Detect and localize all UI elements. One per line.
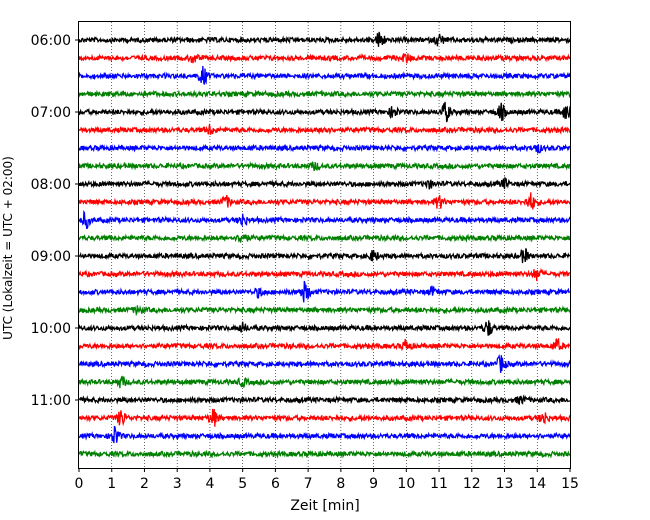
x-tick-label: 12 xyxy=(463,476,481,492)
trace-0915 xyxy=(78,267,571,282)
trace-1000 xyxy=(78,320,571,336)
seismic-traces xyxy=(78,31,571,459)
trace-1015 xyxy=(78,337,571,352)
trace-1030 xyxy=(78,353,571,374)
x-tick-label: 5 xyxy=(238,476,247,492)
x-tick-label: 4 xyxy=(205,476,214,492)
trace-0815 xyxy=(78,192,571,210)
y-tick-label: 07:00 xyxy=(31,105,71,121)
trace-0600 xyxy=(78,31,571,47)
trace-1115 xyxy=(78,408,571,427)
x-tick-label: 0 xyxy=(75,476,84,492)
trace-0615 xyxy=(78,52,571,64)
y-tick-label: 09:00 xyxy=(31,249,71,265)
x-tick-label: 8 xyxy=(336,476,345,492)
x-tick-label: 6 xyxy=(271,476,280,492)
x-tick-label: 9 xyxy=(369,476,378,492)
trace-0700 xyxy=(78,101,571,123)
trace-0945 xyxy=(78,305,571,317)
y-axis-label: UTC (Lokalzeit = UTC + 02:00) xyxy=(1,156,15,340)
x-axis-ticks: 0 1 2 3 4 5 6 7 8 9 10 11 12 13 14 15 xyxy=(75,468,579,492)
trace-0900 xyxy=(78,248,571,264)
trace-1045 xyxy=(78,375,571,389)
x-tick-label: 7 xyxy=(304,476,313,492)
y-tick-label: 06:00 xyxy=(31,33,71,49)
y-tick-label: 11:00 xyxy=(31,393,71,409)
trace-0745 xyxy=(78,161,571,172)
x-tick-label: 11 xyxy=(430,476,448,492)
trace-0715 xyxy=(78,123,571,135)
trace-0645 xyxy=(78,89,571,99)
x-tick-label: 15 xyxy=(561,476,579,492)
x-tick-label: 1 xyxy=(107,476,116,492)
trace-1145 xyxy=(78,449,571,459)
y-axis-ticks: 06:00 07:00 08:00 09:00 10:00 11:00 xyxy=(31,33,79,409)
x-tick-label: 10 xyxy=(397,476,415,492)
trace-0845 xyxy=(78,233,571,243)
trace-1100 xyxy=(78,394,571,405)
x-tick-label: 14 xyxy=(528,476,546,492)
x-tick-label: 3 xyxy=(173,476,182,492)
trace-0830 xyxy=(78,209,571,230)
trace-1130 xyxy=(78,425,571,444)
y-tick-label: 10:00 xyxy=(31,321,71,337)
trace-0800 xyxy=(78,175,571,190)
y-tick-label: 08:00 xyxy=(31,177,71,193)
trace-0730 xyxy=(78,143,571,154)
trace-0930 xyxy=(78,280,571,303)
x-axis-label: Zeit [min] xyxy=(290,498,359,514)
x-tick-label: 2 xyxy=(140,476,149,492)
plot-frame xyxy=(78,21,571,469)
x-tick-label: 13 xyxy=(496,476,514,492)
vertical-gridlines xyxy=(111,22,538,468)
trace-0630 xyxy=(78,66,571,85)
